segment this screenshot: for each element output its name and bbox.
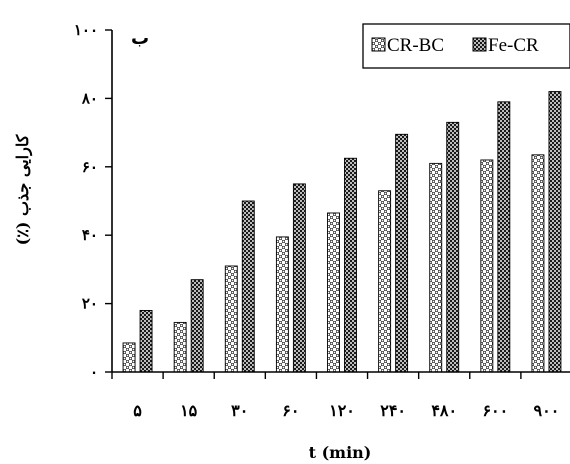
x-tick-label: ۹۰۰ bbox=[534, 401, 560, 420]
x-axis-title: t (min) bbox=[309, 443, 372, 462]
legend-box bbox=[362, 23, 570, 69]
legend-label-fe-cr: Fe-CR bbox=[488, 35, 539, 56]
bar-cr-bc-5 bbox=[327, 212, 340, 373]
y-tick-label: ۱۰۰ bbox=[74, 21, 98, 39]
bar-fe-cr-8 bbox=[497, 101, 511, 373]
panel-label: ب bbox=[131, 28, 149, 49]
legend-swatch-cr-bc bbox=[371, 37, 386, 52]
bar-cr-bc-7 bbox=[429, 162, 443, 373]
y-tick-label: ۴۰ bbox=[82, 226, 98, 244]
bar-cr-bc-4 bbox=[275, 236, 289, 373]
bar-cr-bc-9 bbox=[531, 154, 545, 373]
y-tick-label: ۶۰ bbox=[82, 158, 98, 176]
bar-cr-bc-6 bbox=[378, 190, 392, 373]
legend-label-cr-bc: CR-BC bbox=[387, 35, 444, 56]
y-tick-label: ۲۰ bbox=[82, 295, 98, 313]
x-tick-label: ۱۵ bbox=[180, 401, 198, 420]
legend-swatch-fe-cr bbox=[472, 37, 487, 52]
bar-fe-cr-6 bbox=[395, 133, 409, 373]
x-tick-label: ۱۲۰ bbox=[329, 401, 355, 420]
y-axis-title: کارایی جذب (٪) bbox=[13, 134, 33, 245]
y-ticks-group: ۰ ۲۰ ۴۰ ۶۰ ۸۰ ۱۰۰ bbox=[74, 21, 112, 381]
bar-cr-bc-2 bbox=[173, 321, 187, 373]
bar-cr-bc-1 bbox=[122, 342, 136, 373]
bar-fe-cr-7 bbox=[446, 121, 460, 373]
bar-cr-bc-8 bbox=[480, 159, 494, 373]
x-tick-label: ۲۴۰ bbox=[380, 401, 406, 420]
x-tick-label: ۳۰ bbox=[231, 401, 248, 420]
bar-fe-cr-1 bbox=[139, 309, 153, 373]
bar-cr-bc-3 bbox=[224, 265, 238, 373]
bar-fe-cr-5 bbox=[344, 157, 357, 373]
legend: CR-BC Fe-CR bbox=[362, 23, 570, 69]
x-tick-label: ۵ bbox=[133, 401, 142, 420]
y-tick-label: ۰ bbox=[90, 363, 98, 381]
y-tick-label: ۸۰ bbox=[81, 89, 98, 107]
x-ticks-group: ۵ ۱۵ ۳۰ ۶۰ ۱۲۰ ۲۴۰ ۴۸۰ ۶۰۰ ۹۰۰ bbox=[111, 372, 560, 420]
x-tick-label: ۶۰۰ bbox=[482, 401, 508, 420]
bar-fe-cr-4 bbox=[292, 183, 306, 373]
bar-fe-cr-3 bbox=[241, 200, 255, 373]
bar-fe-cr-9 bbox=[548, 91, 562, 373]
bars-group bbox=[122, 91, 562, 373]
bar-fe-cr-2 bbox=[190, 279, 204, 373]
x-tick-label: ۴۸۰ bbox=[431, 401, 457, 420]
x-tick-label: ۶۰ bbox=[282, 401, 299, 420]
